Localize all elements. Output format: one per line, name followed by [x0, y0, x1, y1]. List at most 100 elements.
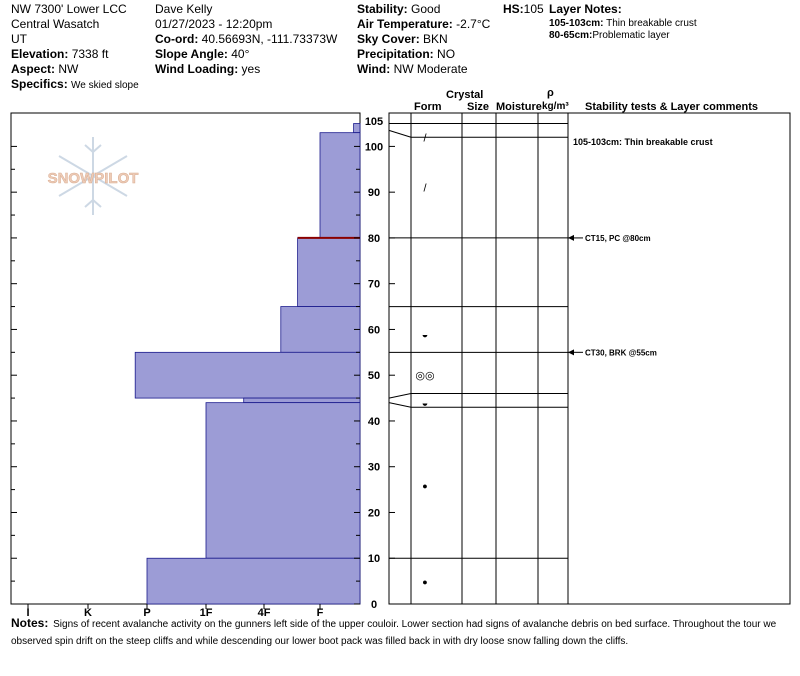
layer-note-range: 80-65cm:: [549, 30, 593, 41]
hs-label: HS:: [503, 2, 524, 16]
datetime: 01/27/2023 - 12:20pm: [155, 17, 273, 31]
slope-row: Slope Angle: 40°: [155, 47, 337, 62]
observer: Dave Kelly: [155, 2, 213, 16]
hardness-bar: [297, 237, 361, 307]
layer-note: 80-65cm:Problematic layer: [549, 30, 697, 42]
hs-value: 105: [523, 2, 544, 16]
depth-tick-label: 10: [368, 553, 380, 565]
layer-connector: [388, 402, 412, 408]
elevation-row: Elevation: 7338 ft: [11, 47, 139, 62]
hardness-bar: [243, 397, 361, 404]
density-unit-header: kg/m³: [542, 101, 569, 112]
hs-row: HS:105: [503, 2, 544, 17]
notes-label: Notes:: [11, 616, 49, 630]
slope-value: 40°: [231, 47, 250, 61]
depth-tick-label: 0: [371, 599, 377, 611]
specifics-value: We skied slope: [71, 80, 139, 91]
grain-form-icon: ●: [422, 481, 427, 491]
grain-form-icon: ◒: [422, 398, 429, 410]
wind-loading-label: Wind Loading:: [155, 62, 239, 76]
rho-header: ρ: [547, 87, 554, 99]
snowflake-icon: [58, 137, 128, 215]
hardness-bar: [280, 306, 361, 353]
stability-arrow-icon: [568, 349, 574, 356]
location: NW 7300' Lower LCC: [11, 2, 127, 16]
snowpilot-logo: SNOWPILOT: [47, 137, 139, 215]
stability-label: Stability:: [357, 2, 408, 16]
layer-comment: 105-103cm: Thin breakable crust: [573, 137, 713, 147]
header-col-conditions: Stability: Good Air Temperature: -2.7°C …: [357, 2, 490, 77]
air-temp-label: Air Temperature:: [357, 17, 453, 31]
precip-value: NO: [437, 47, 456, 61]
hardness-bar: [134, 351, 361, 399]
hardness-bar: [146, 557, 361, 605]
notes: Notes: Signs of recent avalanche activit…: [11, 615, 781, 650]
layer-note-text: Problematic layer: [592, 30, 670, 41]
elevation-label: Elevation:: [11, 47, 69, 61]
depth-tick-label: 70: [368, 279, 380, 291]
coord-value: 40.56693N, -111.73373W: [201, 32, 338, 46]
sky-value: BKN: [423, 32, 448, 46]
stability-test-label: CT30, BRK @55cm: [585, 348, 657, 357]
hardness-bar: [319, 132, 361, 239]
wind-loading-value: yes: [241, 62, 261, 76]
hardness-tick-label: P: [143, 607, 150, 619]
hardness-tick-label: I: [26, 607, 29, 619]
aspect-value: NW: [58, 62, 79, 76]
depth-tick-label: 60: [368, 324, 380, 336]
grain-form-icon: /: [423, 132, 427, 144]
slope-label: Slope Angle:: [155, 47, 228, 61]
wind-loading-row: Wind Loading: yes: [155, 62, 337, 77]
hardness-bar: [205, 402, 361, 559]
depth-tick-label: 90: [368, 187, 380, 199]
grain-form-icon: ●: [422, 577, 427, 587]
form-header: Form: [414, 101, 442, 113]
hardness-tick-label: 1F: [200, 607, 213, 619]
mountain-range: Central Wasatch: [11, 17, 100, 31]
depth-tick-label: 20: [368, 507, 380, 519]
state: UT: [11, 32, 27, 46]
depth-tick-label: 30: [368, 462, 380, 474]
moisture-header: Moisture: [496, 101, 542, 113]
layer-connector: [388, 393, 412, 399]
watermark-text: SNOWPILOT: [48, 170, 139, 187]
layer-note: 105-103cm: Thin breakable crust: [549, 18, 697, 30]
stability-row: Stability: Good: [357, 2, 490, 17]
notes-text: Signs of recent avalanche activity on th…: [11, 619, 777, 647]
hardness-bar: [353, 123, 361, 134]
stability-value: Good: [411, 2, 441, 16]
coord-label: Co-ord:: [155, 32, 199, 46]
hardness-tick-label: K: [84, 607, 92, 619]
layer-note-text: Thin breakable crust: [606, 18, 697, 29]
coord-row: Co-ord: 40.56693N, -111.73373W: [155, 32, 337, 47]
depth-tick-label: 50: [368, 370, 380, 382]
depth-tick-label: 100: [365, 141, 383, 153]
stability-tests-header: Stability tests & Layer comments: [585, 101, 759, 113]
sky-row: Sky Cover: BKN: [357, 32, 490, 47]
precip-label: Precipitation:: [357, 47, 434, 61]
aspect-label: Aspect:: [11, 62, 56, 76]
hardness-tick-label: 4F: [258, 607, 271, 619]
layer-connector: [388, 129, 412, 138]
layer-note-range: 105-103cm:: [549, 18, 604, 29]
grain-form-icon: ◎◎: [415, 370, 434, 382]
depth-tick-label: 80: [368, 233, 380, 245]
layer-notes: Layer Notes: 105-103cm: Thin breakable c…: [549, 2, 697, 42]
specifics-row: Specifics: We skied slope: [11, 77, 139, 92]
wind-label: Wind:: [357, 62, 391, 76]
stability-arrow-icon: [568, 234, 574, 241]
air-temp-value: -2.7°C: [456, 17, 491, 31]
depth-tick-label: 105: [365, 116, 383, 128]
header-col-location: NW 7300' Lower LCC Central Wasatch UT El…: [11, 2, 139, 92]
crystal-header: Crystal: [446, 89, 484, 101]
precip-row: Precipitation: NO: [357, 47, 490, 62]
sky-label: Sky Cover:: [357, 32, 420, 46]
layer-table-frame: [388, 112, 791, 605]
grain-form-icon: ◒: [422, 329, 429, 341]
wind-value: NW Moderate: [393, 62, 468, 76]
air-temp-row: Air Temperature: -2.7°C: [357, 17, 490, 32]
aspect-row: Aspect: NW: [11, 62, 139, 77]
layer-notes-title: Layer Notes:: [549, 2, 622, 16]
specifics-label: Specifics:: [11, 77, 68, 91]
